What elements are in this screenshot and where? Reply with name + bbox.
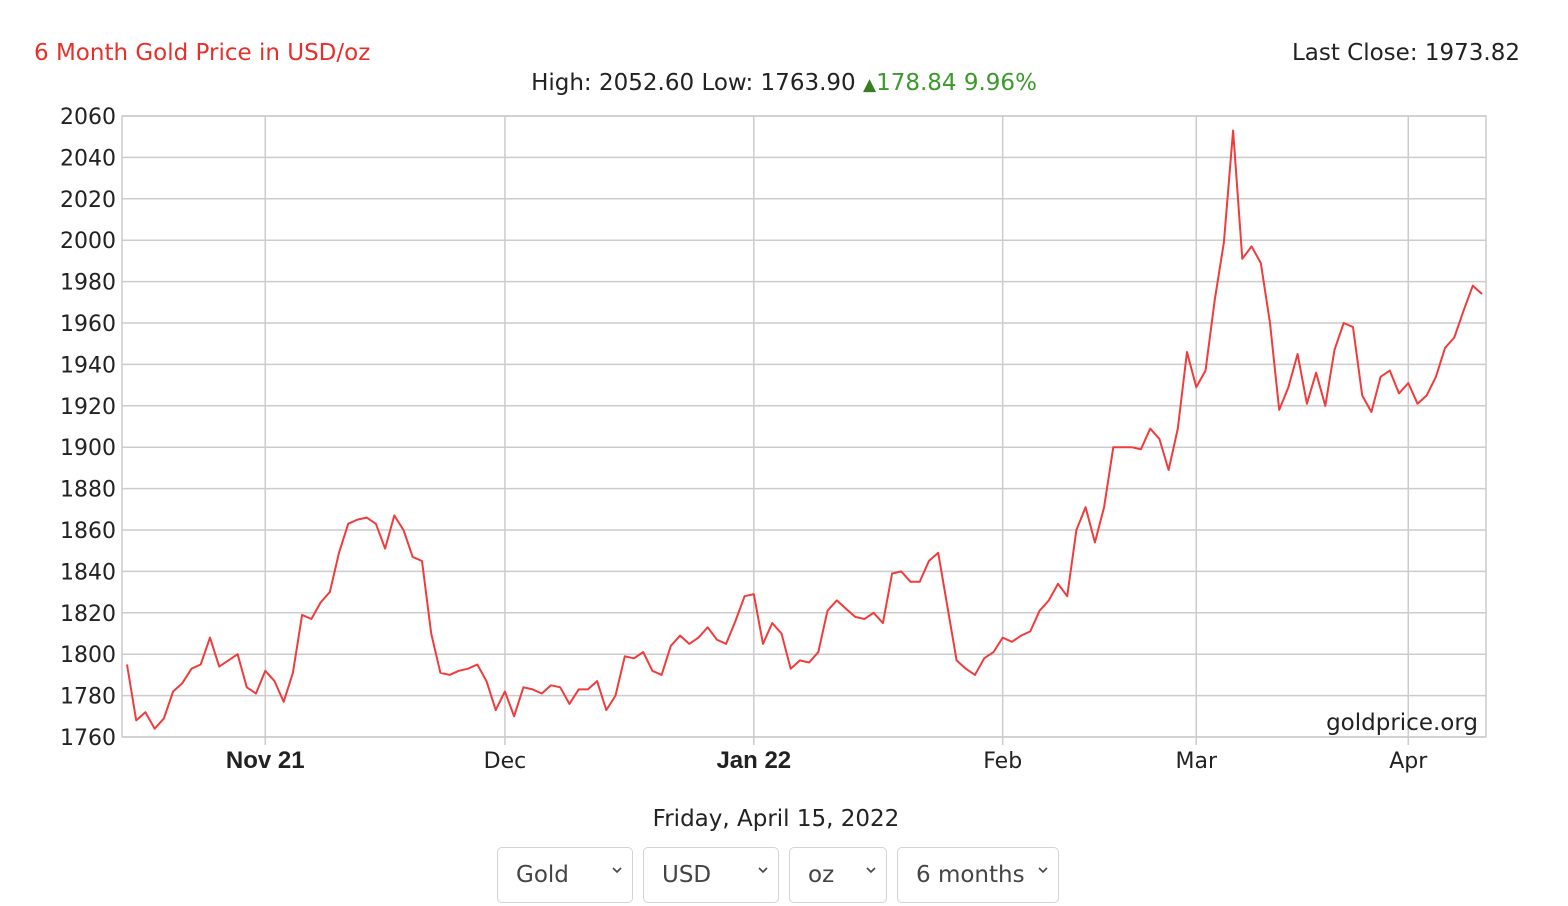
period-select-value: 6 months [916,862,1025,888]
plot-border [121,115,1487,738]
y-tick-label: 2060 [60,105,116,130]
last-close-label: Last Close: [1291,40,1418,66]
x-tick-label: Dec [484,749,527,774]
period-select[interactable]: 6 months [897,847,1059,903]
high-label: High: [531,70,592,96]
y-tick-label: 1880 [60,478,116,503]
change-percent: 9.96% [963,70,1037,96]
y-tick-label: 1820 [60,602,116,627]
unit-select[interactable]: oz [789,847,887,903]
y-tick-label: 2040 [60,146,116,171]
y-tick-label: 1860 [60,519,116,544]
watermark: goldprice.org [1326,710,1478,736]
chevron-down-icon [758,867,768,874]
currency-select[interactable]: USD [643,847,779,903]
y-tick-label: 1840 [60,560,116,585]
last-close-value: 1973.82 [1424,40,1520,66]
gold-price-chart: 1760 1780 1800 1820 1840 1860 1880 1900 1920 1940… [60,105,1487,774]
y-tick-label: 2020 [60,188,116,213]
currency-select-value: USD [662,862,712,888]
unit-select-value: oz [808,862,835,888]
chart-date: Friday, April 15, 2022 [652,806,900,832]
x-tick-label: Nov 21 [226,747,305,774]
price-line [126,129,1483,730]
y-tick-label: 2000 [60,229,116,254]
chevron-down-icon [1038,867,1048,874]
chart-title: 6 Month Gold Price in USD/oz [34,40,371,66]
metal-select-value: Gold [516,862,569,888]
y-tick-label: 1960 [60,312,116,337]
x-tick-label: Mar [1175,749,1217,774]
triangle-up-icon: ▲ [862,75,877,95]
last-close: Last Close: 1973.82 [1292,40,1520,66]
y-tick-label: 1900 [60,436,116,461]
metal-select[interactable]: Gold [497,847,633,903]
y-tick-label: 1980 [60,271,116,296]
x-tick-label: Feb [983,749,1022,774]
chevron-down-icon [866,867,876,874]
y-tick-label: 1920 [60,395,116,420]
price-stats: High: 2052.60 Low: 1763.90 ▲178.84 9.96% [0,70,1568,96]
x-tick-label: Apr [1389,749,1428,774]
high-value: 2052.60 [599,70,695,96]
change-value: 178.84 [876,70,957,96]
chevron-down-icon [612,867,622,874]
low-value: 1763.90 [760,70,856,96]
low-label: Low: [701,70,754,96]
y-tick-label: 1760 [60,726,116,751]
y-tick-label: 1800 [60,643,116,668]
y-tick-label: 1940 [60,353,116,378]
y-tick-label: 1780 [60,685,116,710]
x-tick-label: Jan 22 [716,747,791,774]
